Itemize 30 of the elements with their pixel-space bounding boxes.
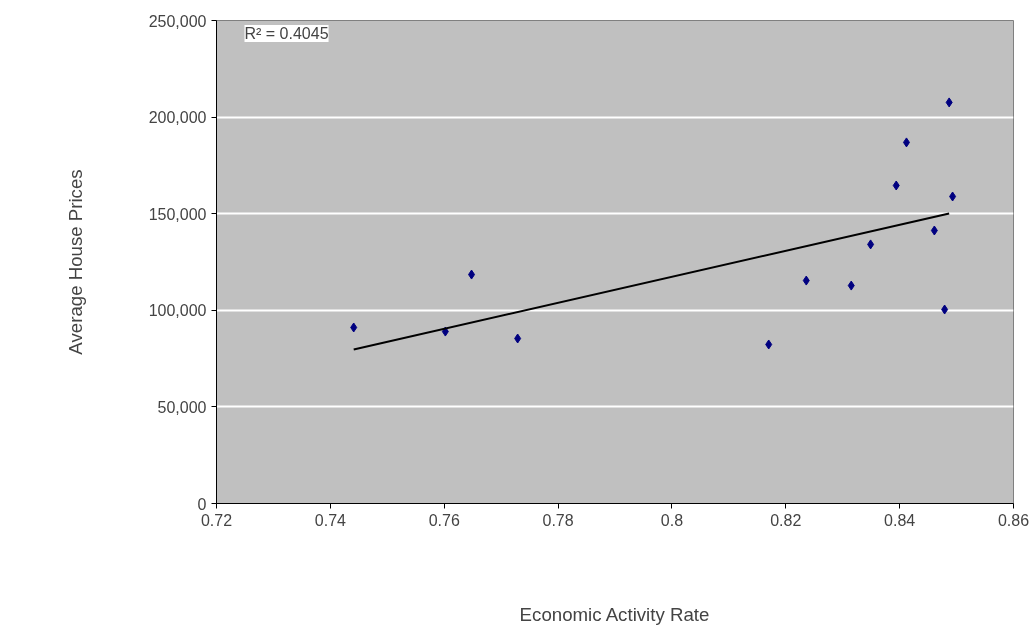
point <box>350 322 358 333</box>
x-tick-label: 0.82 <box>770 511 802 529</box>
annotation: R² = 0.4045 <box>244 25 329 42</box>
y-tick-label: 250,000 <box>148 12 207 30</box>
y-tick-label: 0 <box>197 495 207 513</box>
x-tick-label: 0.72 <box>200 511 233 529</box>
point <box>941 304 949 315</box>
point <box>867 239 875 250</box>
y-axis-title: Average House Prices <box>64 169 86 355</box>
x-tick-label: 0.76 <box>428 511 460 529</box>
point <box>514 333 522 344</box>
point <box>847 280 855 291</box>
point <box>949 191 957 202</box>
y-tick-label: 200,000 <box>148 109 207 127</box>
x-tick-label: 0.8 <box>660 511 684 529</box>
point <box>945 97 953 108</box>
point <box>765 339 773 350</box>
y-tick-label: 150,000 <box>148 205 207 223</box>
x-tick-label: 0.78 <box>542 511 574 529</box>
point <box>802 275 810 286</box>
y-tick-label: 50,000 <box>157 398 207 416</box>
x-tick-label: 0.84 <box>884 511 916 529</box>
x-tick-label: 0.74 <box>314 511 347 529</box>
point <box>902 137 910 148</box>
point <box>468 269 476 280</box>
y-tick-label: 100,000 <box>148 302 207 320</box>
point <box>892 180 900 191</box>
x-axis-title: Economic Activity Rate <box>519 603 710 625</box>
x-tick-label: 0.86 <box>997 511 1030 529</box>
point <box>930 225 938 236</box>
